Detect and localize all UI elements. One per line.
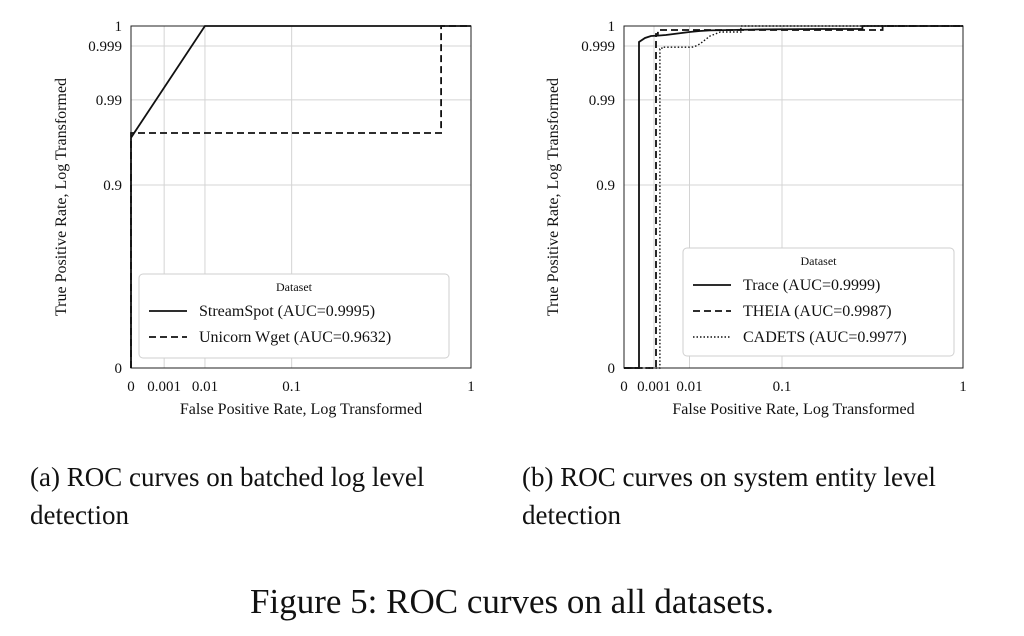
y-tick-label: 0.99 [96, 93, 122, 109]
legend-box [138, 273, 450, 359]
legend-entry-label: StreamSpot (AUC=0.9995) [199, 303, 375, 320]
x-tick-label: 1 [467, 379, 475, 395]
y-tick-label: 0.999 [581, 39, 615, 55]
y-tick-label: 0.9 [596, 178, 615, 194]
caption-b: (b) ROC curves on system entity level de… [522, 458, 1022, 534]
x-tick-label: 0.1 [773, 379, 792, 395]
series-line-dashed [130, 25, 471, 368]
caption-b-label: (b) [522, 462, 554, 492]
series-line-dashed [624, 25, 963, 369]
y-tick-label: 1 [115, 19, 123, 35]
x-axis-label: False Positive Rate, Log Transformed [180, 401, 422, 418]
chart-a-roc-batched: 0 0.001 0.01 0.1 1 0 0.9 0.99 0.999 1 False Positi… [53, 19, 475, 418]
figure-title: Figure 5: ROC curves on all datasets. [250, 582, 774, 621]
y-tick-label: 0 [115, 361, 123, 377]
legend-entry-label: Unicorn Wget (AUC=0.9632) [199, 329, 391, 346]
y-tick-label: 1 [608, 19, 616, 35]
x-tick-label: 0.1 [282, 379, 301, 395]
legend-entry-label: THEIA (AUC=0.9987) [743, 303, 892, 320]
legend-title: Dataset [801, 254, 838, 268]
plot-frame [623, 25, 964, 369]
y-axis-label: True Positive Rate, Log Transformed [545, 78, 562, 316]
y-tick-label: 0.99 [589, 93, 615, 109]
series-line-solid [624, 25, 963, 369]
series-line-dotted [624, 25, 963, 369]
chart-b-roc-entity: 0 0.001 0.01 0.1 1 0 0.9 0.99 0.999 1 False Positi… [545, 19, 967, 418]
caption-a-label: (a) [30, 462, 60, 492]
caption-a-text: ROC curves on batched log level detectio… [30, 462, 425, 530]
x-tick-label: 0 [620, 379, 628, 395]
caption-a: (a) ROC curves on batched log level dete… [30, 458, 520, 534]
y-tick-label: 0 [608, 361, 616, 377]
x-tick-label: 0.001 [637, 379, 671, 395]
x-tick-label: 0.001 [147, 379, 181, 395]
y-axis-label: True Positive Rate, Log Transformed [53, 78, 70, 316]
legend-entry-label: CADETS (AUC=0.9977) [743, 329, 907, 346]
legend-entry-label: Trace (AUC=0.9999) [743, 277, 880, 294]
caption-b-text: ROC curves on system entity level detect… [522, 462, 936, 530]
x-tick-label: 0.01 [192, 379, 218, 395]
x-tick-label: 0.01 [676, 379, 702, 395]
x-axis-label: False Positive Rate, Log Transformed [672, 401, 914, 418]
x-tick-label: 1 [959, 379, 967, 395]
legend-title: Dataset [276, 280, 313, 294]
y-tick-label: 0.999 [88, 39, 122, 55]
y-tick-label: 0.9 [103, 178, 122, 194]
x-tick-label: 0 [127, 379, 135, 395]
legend-box [682, 247, 955, 357]
